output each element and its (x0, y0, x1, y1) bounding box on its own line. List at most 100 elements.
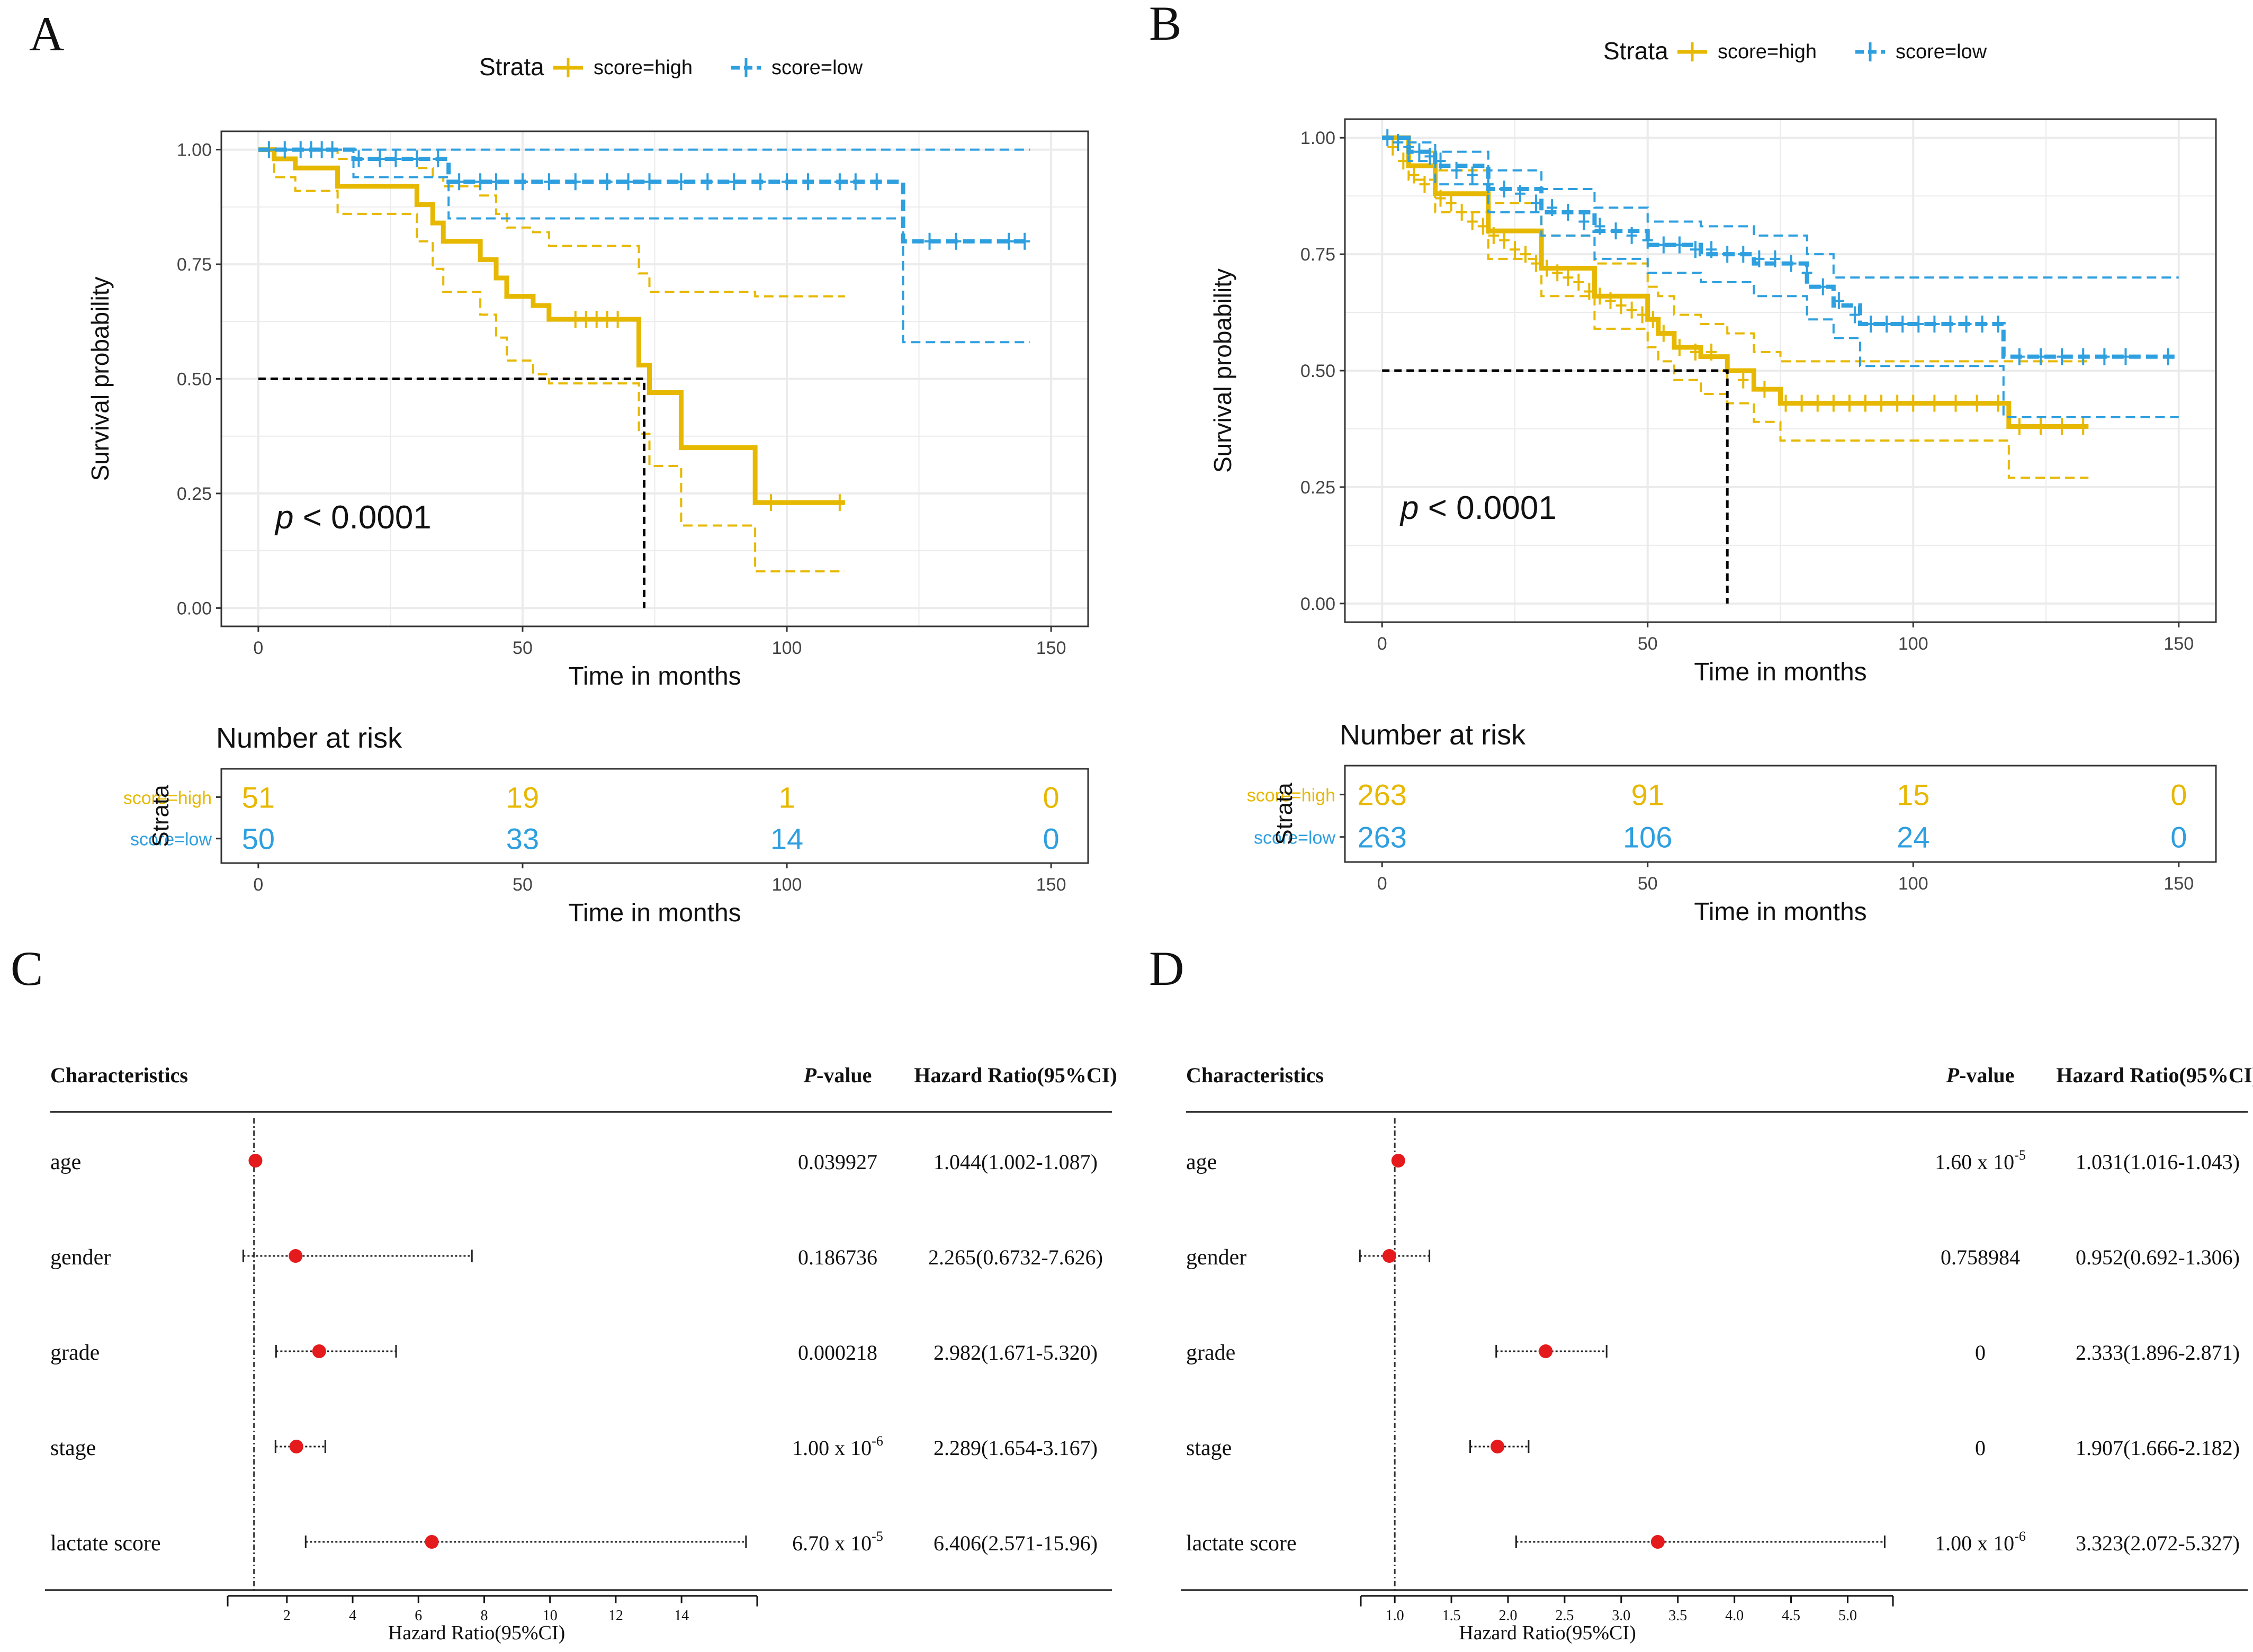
censor-mark (1849, 306, 1860, 324)
header-p-value: P-value (803, 1063, 872, 1087)
y-tick-label: 0.75 (177, 255, 212, 275)
censor-mark (871, 173, 882, 191)
row-p-value: 1.00 x 10-6 (1935, 1529, 2026, 1555)
censor-mark (1594, 288, 1605, 305)
forest-x-tick-label: 5.0 (1838, 1608, 1857, 1624)
censor-mark (1578, 213, 1590, 230)
censor-mark (1929, 316, 1940, 333)
censor-mark (2057, 348, 2068, 365)
censor-mark (1547, 199, 1558, 217)
forest-panel-D: D Characteristics P-value Hazard Ratio(95%C… (1149, 941, 2253, 1644)
censor-mark (591, 310, 602, 328)
censor-mark (1626, 227, 1637, 244)
row-label-gender: gender (1186, 1245, 1246, 1270)
censor-mark (1552, 264, 1563, 282)
censor-mark (1812, 394, 1823, 412)
censor-mark (1520, 246, 1531, 263)
x-tick-label: 50 (1638, 634, 1658, 654)
censor-mark (1892, 394, 1903, 412)
x-tick-label: 50 (513, 638, 533, 658)
row-hazard-ratio: 2.333(1.896-2.871) (2076, 1341, 2240, 1364)
row-label-grade: grade (1186, 1341, 1235, 1365)
risk-x-tick-label: 150 (1036, 875, 1066, 895)
censor-mark (1398, 152, 1409, 170)
p-value-base: 0 (1975, 1341, 1986, 1364)
censor-mark (433, 150, 444, 167)
censor-mark (1844, 394, 1855, 412)
y-tick-label: 1.00 (177, 140, 212, 160)
censor-mark (2078, 348, 2089, 365)
ci-lower-score=low (1382, 137, 2179, 418)
censor-mark (702, 173, 713, 191)
censor-mark (2099, 348, 2110, 365)
censor-mark (1419, 176, 1430, 193)
row-p-value: 1.60 x 10-5 (1935, 1147, 2026, 1174)
y-tick-label: 0.00 (177, 598, 212, 618)
censor-mark (602, 173, 613, 191)
risk-row-label-score=low: score=low (130, 830, 212, 850)
risk-x-tick-label: 0 (1377, 874, 1387, 894)
p-value-rest: < 0.0001 (293, 499, 431, 536)
censor-mark (644, 173, 655, 191)
x-tick-label: 0 (1377, 634, 1387, 654)
censor-mark (2120, 348, 2131, 365)
censor-mark (1424, 148, 1435, 165)
panel-letter-D: D (1149, 941, 1184, 995)
censor-mark (454, 173, 465, 191)
forest-x-axis-label: Hazard Ratio(95%CI) (388, 1622, 566, 1644)
censor-mark (1446, 194, 1457, 212)
row-label-grade: grade (50, 1341, 100, 1365)
p-value-annotation: p < 0.0001 (1399, 490, 1557, 526)
censor-mark (623, 173, 634, 191)
risk-count: 0 (2170, 821, 2187, 854)
censor-mark (1860, 394, 1871, 412)
hazard-ratio-point (1650, 1535, 1665, 1549)
legend-title: Strata (1603, 37, 1668, 65)
censor-mark (1610, 222, 1621, 240)
legend-title: Strata (479, 53, 544, 80)
row-hazard-ratio: 6.406(2.571-15.96) (933, 1531, 1098, 1555)
censor-mark (1387, 138, 1398, 156)
censor-mark (1674, 236, 1685, 254)
hazard-ratio-point (312, 1344, 326, 1358)
censor-mark (676, 173, 687, 191)
censor-mark (1706, 241, 1717, 258)
row-label-lactate-score: lactate score (50, 1531, 161, 1556)
risk-x-tick-label: 50 (1638, 874, 1658, 894)
hazard-ratio-point (1382, 1249, 1396, 1263)
row-hazard-ratio: 1.031(1.016-1.043) (2076, 1150, 2240, 1174)
censor-mark (543, 173, 554, 191)
row-label-stage: stage (1186, 1436, 1232, 1460)
legend-label-score=high: score=high (1718, 41, 1817, 63)
row-p-value: 0 (1975, 1341, 1986, 1364)
risk-count: 19 (506, 780, 539, 814)
censor-mark (1961, 316, 1972, 333)
header-p-rest: -value (1959, 1063, 2014, 1087)
survival-plot: 0.00 0.25 0.50 0.75 1.00 0 50 100 150 p < 0.0001 T… (86, 130, 1089, 690)
row-label-gender: gender (50, 1245, 111, 1270)
censor-mark (580, 310, 591, 328)
row-p-value: 0.758984 (1941, 1245, 2020, 1269)
hazard-ratio-point (289, 1440, 303, 1453)
censor-mark (570, 310, 581, 328)
forest-x-tick-label: 12 (608, 1608, 623, 1624)
censor-mark (1594, 218, 1605, 235)
censor-mark (295, 141, 306, 158)
p-value-base: 1.00 x 10 (792, 1436, 872, 1460)
risk-y-axis-label: Strata (148, 785, 174, 847)
censor-mark (1393, 133, 1404, 151)
censor-mark (1785, 255, 1797, 272)
risk-table-border (1344, 765, 2217, 863)
row-p-value: 6.70 x 10-5 (792, 1529, 883, 1555)
row-hazard-ratio: 3.323(2.072-5.327) (2076, 1531, 2240, 1555)
censor-mark (1003, 232, 1015, 250)
censor-mark (1865, 316, 1877, 333)
forest-x-tick-label: 8 (480, 1608, 488, 1624)
hazard-ratio-point (248, 1154, 263, 1168)
censor-mark (2035, 418, 2046, 435)
y-tick-label: 0.25 (177, 484, 212, 504)
hazard-ratio-point (1491, 1440, 1505, 1453)
legend: Strata score=high score=low (1603, 37, 1987, 65)
y-tick-label: 0.75 (1300, 245, 1335, 265)
